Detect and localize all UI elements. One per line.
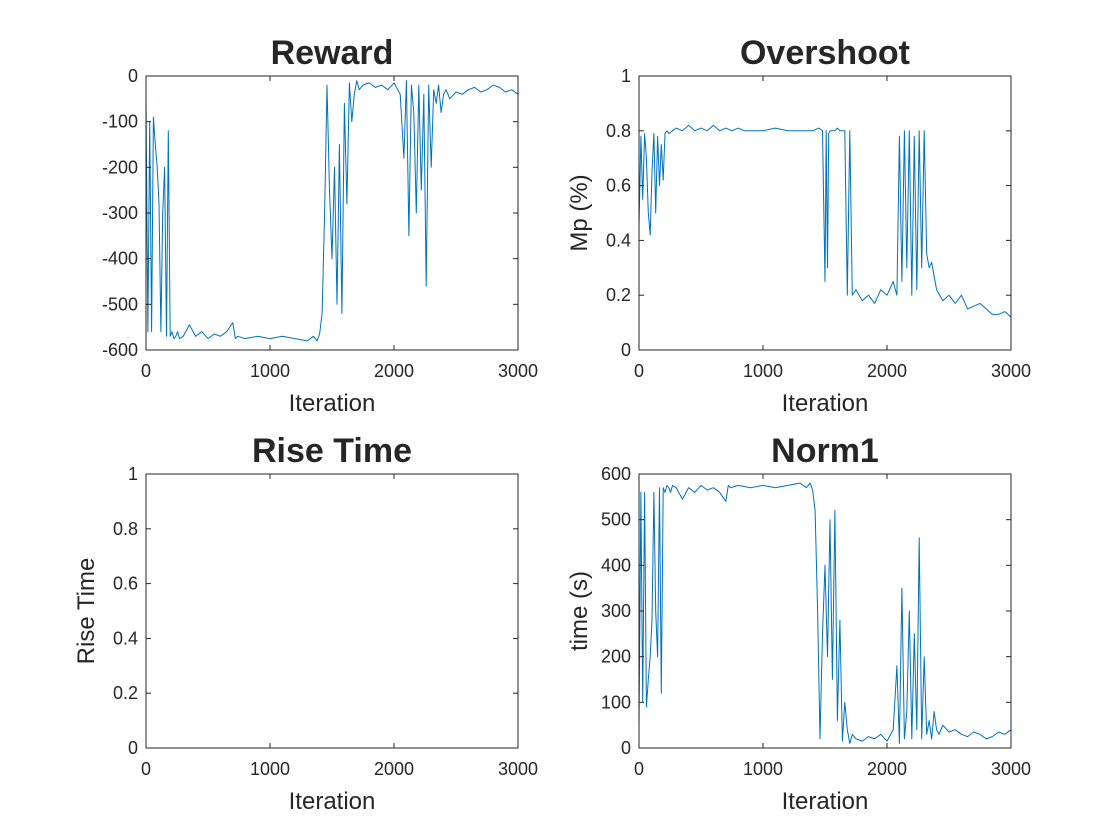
chart-title: Norm1 [771, 432, 879, 470]
y-tick-label: 0.2 [606, 285, 631, 305]
y-tick-label: 100 [601, 692, 631, 712]
y-tick-label: -300 [102, 203, 138, 223]
axes-box [145, 473, 519, 749]
data-series-line [639, 124, 1011, 318]
y-tick-label: 0.4 [113, 628, 138, 648]
y-tick-label: 600 [601, 464, 631, 484]
x-axis-label: Iteration [289, 788, 376, 815]
x-tick-label: 3000 [991, 759, 1031, 779]
y-tick-label: 0.2 [113, 683, 138, 703]
y-tick-label: 200 [601, 647, 631, 667]
y-tick-label: 0.4 [606, 230, 631, 250]
axes-box [145, 75, 519, 351]
y-tick-label: 0 [621, 738, 631, 758]
x-tick-label: 1000 [250, 361, 290, 381]
x-axis-label: Iteration [782, 788, 869, 815]
x-tick-label: 2000 [374, 361, 414, 381]
y-tick-label: 0.6 [606, 176, 631, 196]
y-tick-label: 0 [621, 340, 631, 360]
x-tick-label: 1000 [250, 759, 290, 779]
x-tick-label: 2000 [867, 759, 907, 779]
y-tick-label: 400 [601, 555, 631, 575]
norm1-panel: Norm1 0 1000 2000 3000 0 100 200 300 400 500 600 Ite… [566, 432, 1031, 815]
x-tick-label: 0 [141, 361, 151, 381]
x-tick-label: 3000 [498, 759, 538, 779]
y-tick-label: -500 [102, 294, 138, 314]
x-tick-label: 0 [634, 361, 644, 381]
x-tick-label: 2000 [374, 759, 414, 779]
y-axis-label: Rise Time [73, 558, 100, 665]
y-axis-label: time (s) [566, 571, 593, 651]
y-tick-label: 0.8 [606, 121, 631, 141]
y-tick-label: -200 [102, 157, 138, 177]
data-series-line [639, 482, 1011, 744]
y-tick-label: -100 [102, 112, 138, 132]
y-tick-label: 0.8 [113, 519, 138, 539]
axes-box [638, 473, 1012, 749]
axes-box [638, 75, 1012, 351]
chart-title: Reward [271, 34, 394, 72]
y-tick-label: 300 [601, 601, 631, 621]
y-tick-label: 500 [601, 510, 631, 530]
data-series-line [146, 80, 518, 342]
x-tick-label: 0 [141, 759, 151, 779]
x-axis-label: Iteration [289, 390, 376, 417]
x-tick-label: 1000 [743, 759, 783, 779]
x-tick-label: 1000 [743, 361, 783, 381]
x-tick-label: 3000 [991, 361, 1031, 381]
reward-panel: Reward 0 1000 2000 3000 -600 -500 -400 -300 -200 -… [102, 34, 538, 417]
chart-title: Overshoot [740, 34, 910, 72]
y-tick-label: 0.6 [113, 574, 138, 594]
x-tick-label: 2000 [867, 361, 907, 381]
overshoot-panel: Overshoot 0 1000 2000 3000 0 0.2 0.4 0.6 0.8 1 Iter… [566, 34, 1031, 417]
y-tick-label: -400 [102, 249, 138, 269]
y-tick-label: 0 [128, 66, 138, 86]
chart-title: Rise Time [252, 432, 412, 470]
x-axis-label: Iteration [782, 390, 869, 417]
x-tick-label: 0 [634, 759, 644, 779]
y-tick-label: 1 [621, 66, 631, 86]
y-axis-label: Mp (%) [566, 174, 593, 251]
rise-time-panel: Rise Time 0 1000 2000 3000 0 0.2 0.4 0.6 0.8 1 Iter… [73, 432, 538, 815]
y-tick-label: 1 [128, 464, 138, 484]
y-tick-label: 0 [128, 738, 138, 758]
x-tick-label: 3000 [498, 361, 538, 381]
y-tick-label: -600 [102, 340, 138, 360]
